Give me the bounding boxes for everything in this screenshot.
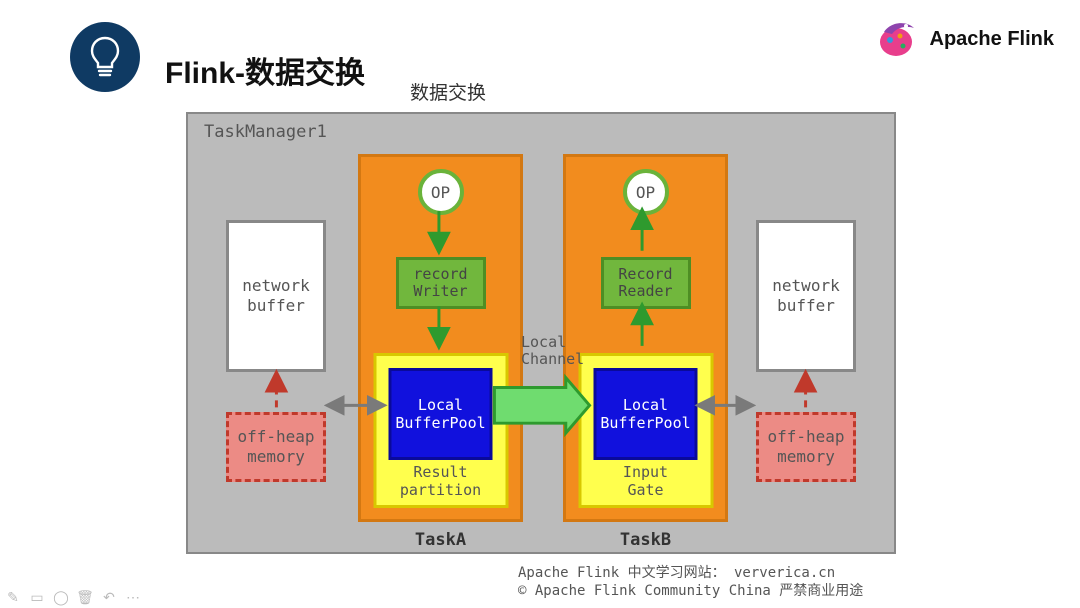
pen-icon[interactable]: ✎ [6,590,20,604]
task-a-result-partition: Local BufferPool Result partition [373,353,508,508]
page-subtitle: 数据交换 [410,78,486,105]
footer: Apache Flink 中文学习网站： ververica.cn © Apac… [518,564,863,600]
more-icon[interactable]: ⋯ [126,590,140,604]
network-buffer-right-label: network buffer [772,276,839,316]
task-b-name: TaskB [563,530,728,550]
network-buffer-right: network buffer [756,220,856,372]
taskmanager-box: TaskManager1 network buffer network buff… [186,112,896,554]
task-a-name: TaskA [358,530,523,550]
offheap-right-label: off-heap memory [767,427,844,467]
footer-line1: Apache Flink 中文学习网站： ververica.cn [518,564,863,582]
local-channel-label: Local Channel [521,334,565,369]
task-a-box: OP record Writer Local BufferPool Result… [358,154,523,522]
task-a-partition-label: Result partition [376,463,505,499]
trash-icon[interactable]: 🗑 [78,590,92,604]
offheap-left-label: off-heap memory [237,427,314,467]
task-b-bufferpool-label: Local BufferPool [600,396,690,432]
network-buffer-left: network buffer [226,220,326,372]
offheap-right: off-heap memory [756,412,856,482]
footer-line2: © Apache Flink Community China 严禁商业用途 [518,582,863,600]
slide: Apache Flink Flink-数据交换 数据交换 TaskManager… [0,0,1080,608]
brand-text: Apache Flink [930,28,1054,51]
task-a-record-writer-label: record Writer [413,266,467,301]
task-b-bufferpool: Local BufferPool [594,368,698,460]
network-buffer-left-label: network buffer [242,276,309,316]
taskmanager-label: TaskManager1 [204,122,327,142]
task-a-op-label: OP [431,183,450,202]
task-b-record-reader: Record Reader [601,257,691,309]
task-b-record-reader-label: Record Reader [618,266,672,301]
circle-icon[interactable]: ◯ [54,590,68,604]
task-b-input-gate: Local BufferPool Input Gate [578,353,713,508]
bulb-badge [70,22,140,92]
task-a-record-writer: record Writer [396,257,486,309]
task-a-bufferpool: Local BufferPool [389,368,493,460]
slide-toolbar: ✎ ▭ ◯ 🗑 ↶ ⋯ [6,590,140,604]
undo-icon[interactable]: ↶ [102,590,116,604]
task-b-op-label: OP [636,183,655,202]
task-a-op: OP [418,169,464,215]
brand: Apache Flink [876,18,1054,60]
task-b-op: OP [623,169,669,215]
rect-icon[interactable]: ▭ [30,590,44,604]
task-b-box: OP Record Reader Local BufferPool Input … [563,154,728,522]
task-a-bufferpool-label: Local BufferPool [395,396,485,432]
lightbulb-icon [86,35,124,79]
task-b-gate-label: Input Gate [581,463,710,499]
flink-logo-icon [876,18,918,60]
offheap-left: off-heap memory [226,412,326,482]
page-title: Flink-数据交换 [165,48,365,92]
